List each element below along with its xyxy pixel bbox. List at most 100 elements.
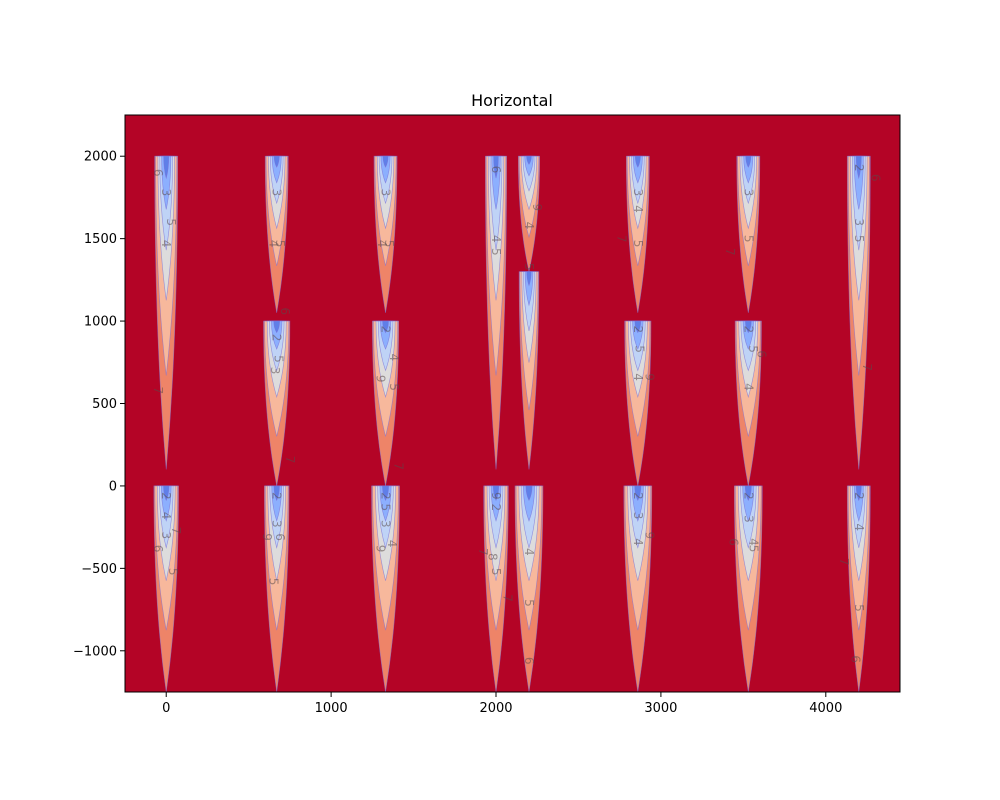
contour-band-1: [382, 320, 389, 334]
contour-band-1: [855, 155, 862, 180]
contour-label: 4: [741, 383, 755, 391]
contour-band-1: [526, 271, 532, 287]
contour-label: 6: [151, 169, 165, 177]
contour-band-2: [632, 155, 643, 184]
contour-label: 9: [489, 492, 503, 500]
contour-band-1: [744, 485, 752, 502]
contour-band-1: [273, 155, 280, 168]
contour-label: 9: [374, 545, 388, 553]
contour-label: 5: [164, 218, 178, 226]
well-11: [624, 320, 652, 486]
contour-label: 2: [741, 325, 755, 333]
contour-band-2: [524, 155, 534, 177]
well-3: [484, 155, 508, 470]
contour-band-2: [853, 485, 864, 522]
contour-label: 6: [848, 655, 862, 663]
contour-label: 7: [169, 527, 183, 535]
well-6: [736, 155, 761, 313]
contour-band-1: [855, 485, 862, 502]
contour-band-1: [525, 485, 533, 502]
contour-label: 2: [379, 492, 393, 500]
well-5: [625, 155, 650, 313]
contour-label: 2: [489, 504, 503, 512]
contour-band-2: [379, 485, 392, 522]
contour-label: 3: [159, 189, 173, 197]
contour-label: 7: [392, 462, 406, 470]
contour-label: 8: [486, 553, 500, 561]
contour-label: 5: [632, 345, 646, 353]
contour-band-1: [634, 155, 641, 168]
contour-label: 2: [270, 334, 284, 342]
contour-label: 4: [631, 373, 645, 381]
contour-label: 5: [852, 604, 866, 612]
y-tick-label: 0: [109, 479, 117, 494]
contour-label: 4: [159, 240, 173, 248]
chart-title: Horizontal: [471, 91, 553, 110]
contour-labels: 6354735435464594534573572635625372495725…: [151, 164, 882, 665]
well-20: [846, 485, 871, 692]
contour-label: 7: [476, 548, 490, 556]
well-13: [153, 485, 179, 692]
contour-label: 2: [741, 492, 755, 500]
contour-label: 3: [741, 189, 755, 197]
contour-band-1: [273, 320, 280, 334]
contour-band-2: [743, 155, 754, 184]
x-tick-label: 4000: [809, 701, 842, 716]
well-10: [518, 271, 540, 470]
contour-label: 3: [270, 520, 284, 528]
contour-label: 4: [266, 240, 280, 248]
contour-band-2: [160, 485, 172, 522]
contour-label: 2: [852, 164, 866, 172]
contour-label: 2: [379, 325, 393, 333]
contour-band-2: [631, 485, 644, 522]
contour-label: 4: [387, 354, 401, 362]
contour-label: 9: [642, 373, 656, 381]
contour-label: 5: [266, 578, 280, 586]
contour-band-2: [161, 155, 172, 210]
contour-label: 3: [268, 367, 282, 375]
contour-label: 3: [270, 189, 284, 197]
well-0: [154, 155, 179, 470]
contour-label: 4: [375, 240, 389, 248]
contour-band-2: [853, 155, 864, 210]
contour-label: 7: [860, 363, 874, 371]
contour-label: 4: [631, 205, 645, 213]
contour-label: 9: [374, 375, 388, 383]
contour-label: 6: [273, 533, 287, 541]
contour-label: 5: [271, 355, 285, 363]
well-15: [371, 485, 400, 692]
contour-band-1: [382, 155, 389, 168]
contour-label: 5: [273, 240, 287, 248]
well-17: [514, 485, 544, 692]
contour-label: 7: [614, 235, 628, 243]
contour-label: 5: [489, 568, 503, 576]
well-19: [733, 485, 763, 692]
contour-label: 4: [631, 538, 645, 546]
contour-label: 4: [852, 523, 866, 531]
contour-label: 7: [283, 456, 297, 464]
contour-band-1: [273, 485, 280, 502]
contour-band-2: [271, 485, 282, 522]
x-tick-label: 3000: [644, 701, 677, 716]
contour-label: 2: [159, 492, 173, 500]
contour-band-1: [163, 485, 170, 502]
contour-label: 3: [631, 189, 645, 197]
well-14: [264, 485, 290, 692]
contour-label: 4: [489, 235, 503, 243]
contour-label: 6: [151, 545, 165, 553]
contour-label: 6: [522, 657, 536, 665]
contour-label: 6: [868, 174, 882, 182]
contour-label: 9: [642, 532, 656, 540]
contour-band-1: [745, 320, 752, 334]
contour-label: 5: [166, 568, 180, 576]
contour-band-2: [271, 155, 282, 184]
contour-label: 7: [151, 386, 165, 394]
contour-band-2: [271, 320, 283, 350]
contour-label: 5: [746, 345, 760, 353]
contour-label: 4: [522, 222, 536, 230]
well-1: [264, 155, 289, 313]
contour-label: 5: [746, 545, 760, 553]
contour-label: 5: [379, 504, 393, 512]
y-tick-label: 1000: [84, 315, 117, 330]
contour-band-2: [379, 320, 392, 350]
